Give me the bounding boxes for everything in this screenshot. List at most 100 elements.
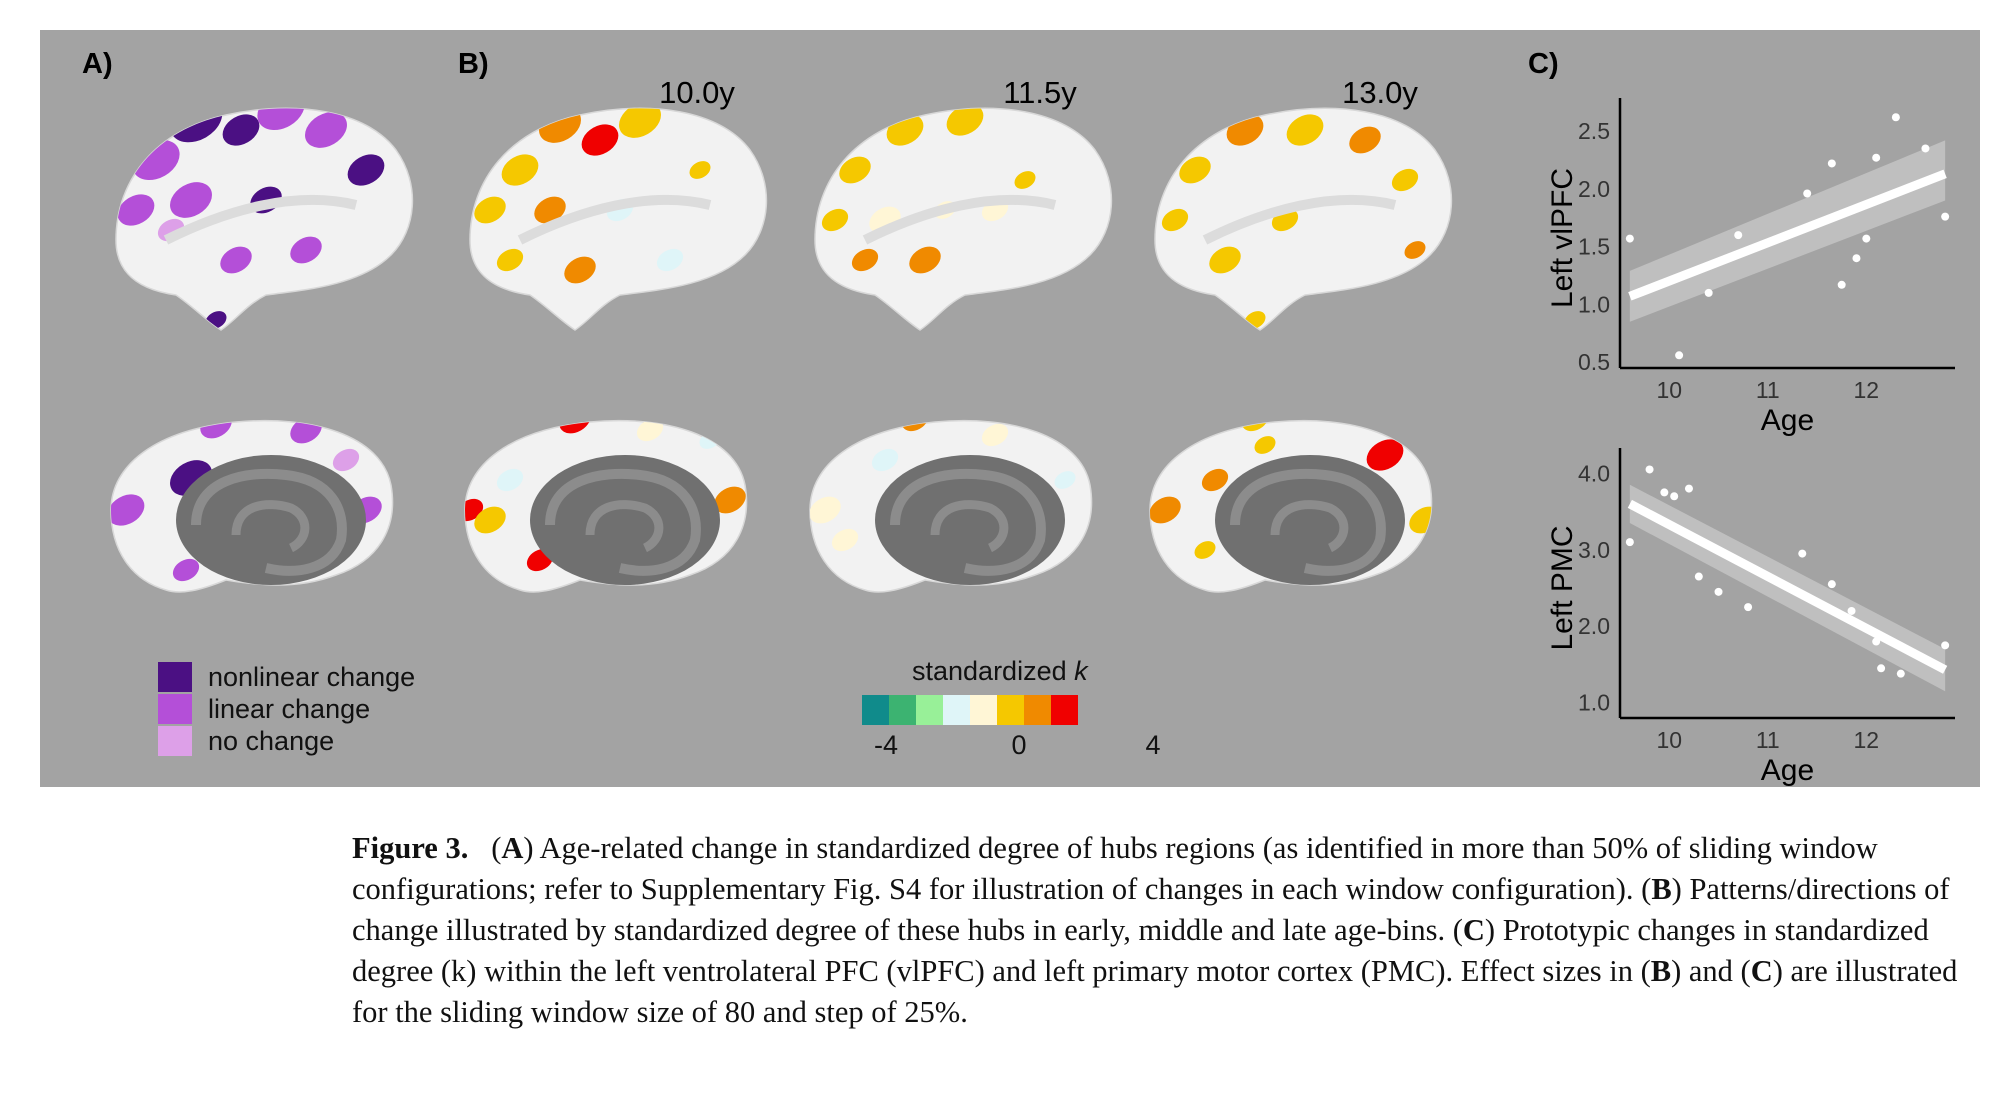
region-patch [1054,471,1076,489]
x-tick-label: 10 [1656,727,1682,753]
region-patch [946,108,984,136]
colorbar-cell [889,695,916,725]
colorbar-title: standardized k [912,656,1088,686]
region-patch [222,114,260,146]
region-patch [636,420,664,442]
scatter-plot-vlpfc: 0.5 1.0 1.5 2.0 2.5 10 11 12 Age Left vlPFC [1546,98,1955,437]
age-label-late: 13.0y [1342,75,1418,110]
sylvian-fissure [517,194,712,245]
region-patch [871,448,899,472]
region-patch [656,248,684,272]
caption-text-c: ) Prototypic changes in standardized deg… [352,913,1929,988]
region-patch [496,248,524,272]
medial-brain-surface [809,419,1093,593]
data-point [1847,606,1856,615]
region-patch [117,194,155,226]
colorbar-tick-min: -4 [873,730,898,760]
region-patch [1254,436,1276,454]
sylvian-fissure [1202,194,1397,245]
x-tick-label: 10 [1656,377,1682,403]
cortex-surface [1154,107,1453,331]
caption-letter-a: A [501,831,524,865]
region-patch [1201,468,1229,492]
lateral-brain-surface [814,107,1113,331]
sylvian-fissure [862,194,1057,245]
region-patch [1366,439,1404,471]
corpus-callosum-inner [231,500,310,553]
region-patch [831,528,859,552]
data-point [1852,254,1861,263]
y-tick-label: 0.5 [1578,349,1610,375]
region-patch [111,494,145,526]
region-patch [290,236,322,264]
data-point [1625,234,1634,243]
region-patch [347,154,385,186]
lateral-brain-surface [1154,107,1453,331]
colorbar-cell [1024,695,1051,725]
data-point [1837,280,1846,289]
region-patch [257,108,305,131]
fit-line [1627,499,1948,674]
corpus-callosum [191,468,347,576]
legend-label-nochange: no change [208,726,335,756]
region-patch [534,196,566,224]
figure-caption: Figure 3. (A) Age-related change in stan… [352,831,1958,1029]
data-point [1862,234,1871,243]
y-tick-label: 1.0 [1578,291,1610,317]
x-tick-label: 12 [1854,377,1880,403]
y-tick-label: 2.0 [1578,613,1610,639]
corpus-callosum-inner [585,500,664,553]
data-point [1625,538,1634,547]
region-patch [909,246,941,274]
region-patch [496,468,524,492]
figure-panel: A) B) C) 10.0y 11.5y 13.0y nonlinear cha… [40,30,1980,787]
y-axis-label: Left PMC [1546,525,1579,650]
medial-brain-surface [464,419,748,593]
panel-label-c: C) [1528,48,1559,80]
data-point [1670,492,1679,501]
caption-letter-b: B [1651,872,1672,906]
corpus-callosum-inner [1270,500,1349,553]
lateral-brain-surface [115,107,414,331]
legend-label-linear: linear change [208,694,371,724]
region-patch [172,558,200,582]
region-patch [1404,241,1426,259]
colorbar-cell [970,695,997,725]
region-patch [981,423,1009,447]
y-tick-label: 2.5 [1578,118,1610,144]
data-point [1827,580,1836,589]
caption-letter-c2: C [1750,954,1773,988]
data-point [1798,549,1807,558]
sylvian-fissure [163,194,358,245]
y-tick-label: 1.0 [1578,690,1610,716]
region-patch [200,420,232,439]
y-tick-label: 4.0 [1578,460,1610,486]
data-point [1941,212,1950,221]
medial-brain-surface [110,419,394,593]
corpus-callosum [545,468,701,576]
region-patch [474,506,506,534]
lateral-brain-surface [469,107,768,331]
region-patch [581,124,619,156]
data-point [1877,664,1886,673]
data-point [1921,144,1930,153]
caption-text-b: ) Patterns/directions of change illustra… [352,872,1950,947]
data-point [1675,351,1684,360]
region-patch [821,208,849,232]
corpus-callosum [1230,468,1386,576]
region-patch [619,108,661,138]
region-patch [1150,496,1181,524]
colorbar-cell [997,695,1024,725]
age-label-middle: 11.5y [1003,75,1077,110]
y-tick-label: 1.5 [1578,234,1610,260]
region-patch [1194,541,1216,559]
region-patch [1179,156,1211,184]
age-label-early: 10.0y [659,75,735,110]
data-point [1734,231,1743,240]
y-axis-label: Left vlPFC [1546,168,1579,308]
caption-text-end: ) are illustrated for the sliding window… [352,954,1958,1029]
x-tick-label: 12 [1854,727,1880,753]
data-point [1704,288,1713,297]
scatter-plot-pmc: 1.0 2.0 3.0 4.0 10 11 12 Age Left PMC [1546,448,1955,787]
y-tick-label: 2.0 [1578,176,1610,202]
